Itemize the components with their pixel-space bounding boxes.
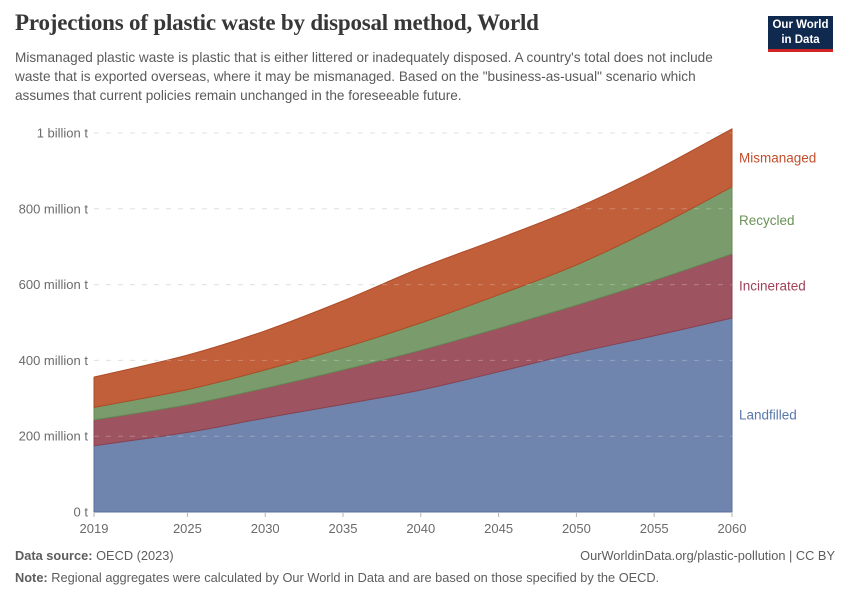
series-label-recycled: Recycled <box>739 213 795 228</box>
page-title: Projections of plastic waste by disposal… <box>15 10 539 35</box>
stacked-area-chart: 0 t 200 million t 400 million t 600 million… <box>19 126 817 537</box>
xtick-label-2050: 2050 <box>562 521 591 536</box>
ytick-label-200: 200 million t <box>19 429 89 444</box>
chart-subtitle: Mismanaged plastic waste is plastic that… <box>15 50 713 104</box>
data-source-label: Data source: <box>15 548 93 563</box>
ytick-label-0: 0 t <box>74 505 89 520</box>
xtick-label-2055: 2055 <box>640 521 669 536</box>
ytick-label-800: 800 million t <box>19 201 89 216</box>
series-label-incinerated: Incinerated <box>739 278 806 293</box>
data-source-line: Data source: OECD (2023) <box>15 548 174 563</box>
series-label-landfilled: Landfilled <box>739 408 797 423</box>
owid-logo-line1: Our World <box>772 19 829 32</box>
owid-citation-link[interactable]: OurWorldinData.org/plastic-pollution | C… <box>580 548 835 563</box>
xtick-label-2060: 2060 <box>718 521 747 536</box>
xtick-label-2025: 2025 <box>173 521 202 536</box>
ytick-label-600: 600 million t <box>19 277 89 292</box>
xtick-label-2040: 2040 <box>406 521 435 536</box>
ytick-label-1000: 1 billion t <box>37 126 89 141</box>
area-mismanaged <box>93 128 733 408</box>
series-label-mismanaged: Mismanaged <box>739 150 816 165</box>
owid-logo[interactable]: Our World in Data <box>768 16 833 52</box>
ytick-label-400: 400 million t <box>19 353 89 368</box>
xtick-label-2045: 2045 <box>484 521 513 536</box>
data-source-value: OECD (2023) <box>92 548 174 563</box>
xtick-label-2030: 2030 <box>251 521 280 536</box>
xtick-label-2035: 2035 <box>329 521 358 536</box>
note-value: Regional aggregates were calculated by O… <box>47 570 660 585</box>
note-line: Note: Regional aggregates were calculate… <box>15 570 835 585</box>
owid-logo-line2: in Data <box>781 33 820 46</box>
xtick-label-2019: 2019 <box>80 521 109 536</box>
note-label: Note: <box>15 570 48 585</box>
